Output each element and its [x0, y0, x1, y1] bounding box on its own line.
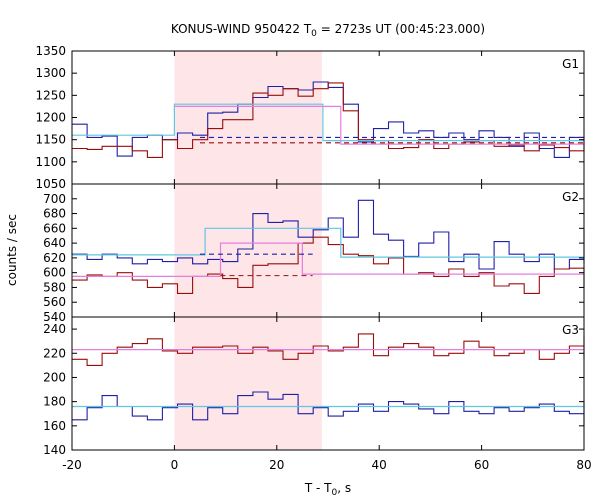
series-red-histogram — [72, 82, 585, 158]
y-tick-label: 560 — [43, 295, 66, 309]
y-tick-label: 640 — [43, 236, 66, 250]
x-tick-label: 20 — [269, 458, 284, 472]
y-axis-label: counts / sec — [5, 214, 19, 286]
y-tick-label: 180 — [43, 395, 66, 409]
y-tick-label: 580 — [43, 280, 66, 294]
x-tick-label: 60 — [474, 458, 489, 472]
panel-label: G3 — [562, 323, 579, 337]
y-tick-label: 680 — [43, 207, 66, 221]
y-tick-label: 200 — [43, 370, 66, 384]
x-axis: -20 0 20 40 60 80 — [62, 458, 591, 472]
panels: 1050110011501200125013001350G15405605806… — [35, 44, 585, 457]
y-tick-label: 660 — [43, 221, 66, 235]
y-tick-label: 1150 — [35, 133, 66, 147]
panel-frame — [71, 183, 585, 318]
panel-label: G2 — [562, 190, 579, 204]
fit-cyan-line — [72, 103, 584, 142]
series-blue-histogram — [72, 199, 585, 270]
y-tick-label: 1350 — [35, 44, 66, 58]
panel-g3: 140 160 180 200 220 240 G3 — [43, 316, 585, 457]
shaded-interval — [174, 317, 322, 450]
x-tick-label: 40 — [372, 458, 387, 472]
series-red-histogram — [72, 236, 585, 294]
x-tick-label: -20 — [62, 458, 82, 472]
y-tick-label: 1100 — [35, 155, 66, 169]
fit-cyan-line — [72, 227, 584, 258]
y-tick-label: 540 — [43, 310, 66, 324]
y-tick-label: 1050 — [35, 177, 66, 191]
y-tick-label: 1200 — [35, 111, 66, 125]
panel-frame — [71, 316, 585, 451]
panel-label: G1 — [562, 57, 579, 71]
y-tick-label: 1250 — [35, 88, 66, 102]
fit-pink-line — [72, 242, 584, 277]
y-tick-label: 140 — [43, 443, 66, 457]
x-axis-label: T - T0, s — [304, 481, 351, 498]
y-tick-label: 1300 — [35, 66, 66, 80]
chart-title: KONUS-WIND 950422 T0 = 2723s UT (00:45:2… — [171, 22, 485, 39]
series-red-histogram — [72, 333, 585, 366]
series-blue-histogram — [72, 391, 585, 426]
x-tick-label: 80 — [576, 458, 591, 472]
panel-frame — [71, 50, 585, 185]
shaded-interval — [174, 184, 322, 317]
y-tick-label: 240 — [43, 322, 66, 336]
y-tick-label: 600 — [43, 266, 66, 280]
y-tick-label: 700 — [43, 192, 66, 206]
y-tick-label: 620 — [43, 251, 66, 265]
panel-g1: 1050 1100 1150 1200 1250 1300 1350 G1 — [35, 44, 585, 191]
y-tick-label: 160 — [43, 419, 66, 433]
fit-pink-line — [174, 105, 584, 145]
shaded-interval — [174, 51, 322, 184]
y-tick-label: 220 — [43, 346, 66, 360]
x-tick-label: 0 — [171, 458, 179, 472]
